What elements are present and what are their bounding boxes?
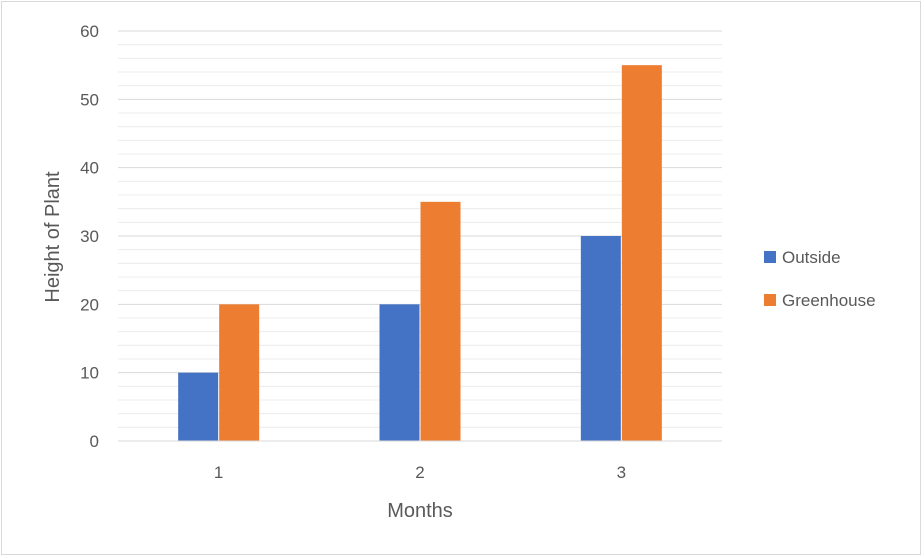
bars [178, 65, 662, 442]
gridlines [118, 30, 722, 428]
y-tick-label: 10 [80, 364, 99, 383]
bar-greenhouse-2 [420, 201, 461, 441]
bar-greenhouse-3 [621, 65, 662, 442]
legend-swatch-outside [764, 251, 776, 263]
x-axis-title: Months [387, 500, 453, 522]
legend-label-greenhouse: Greenhouse [782, 291, 876, 310]
x-tick-label: 3 [617, 463, 626, 482]
y-tick-label: 30 [80, 227, 99, 246]
y-tick-label: 40 [80, 159, 99, 178]
y-tick-label: 0 [90, 432, 99, 451]
x-tick-label: 2 [415, 463, 424, 482]
bar-greenhouse-1 [219, 304, 260, 441]
legend-swatch-greenhouse [764, 294, 776, 306]
bar-outside-3 [580, 236, 621, 441]
legend: Outside Greenhouse [764, 248, 876, 310]
y-tick-label: 50 [80, 90, 99, 109]
bar-outside-2 [379, 304, 420, 441]
y-tick-label: 60 [80, 22, 99, 41]
y-axis-title: Height of Plant [42, 171, 64, 303]
bar-outside-1 [178, 372, 219, 441]
x-tick-labels: 1 2 3 [214, 463, 626, 482]
legend-label-outside: Outside [782, 248, 841, 267]
y-tick-labels: 0 10 20 30 40 50 60 [80, 22, 99, 451]
y-tick-label: 20 [80, 295, 99, 314]
x-tick-label: 1 [214, 463, 223, 482]
